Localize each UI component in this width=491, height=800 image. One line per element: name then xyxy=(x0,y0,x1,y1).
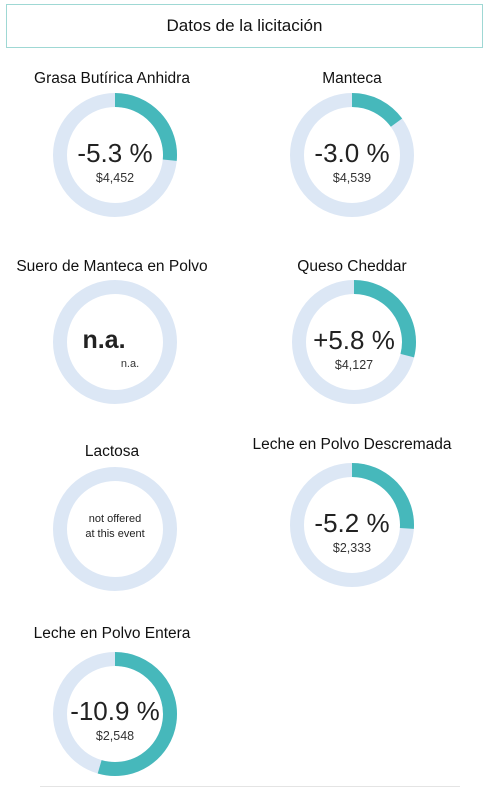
tile-label: Leche en Polvo Entera xyxy=(33,625,191,642)
donut-value-arc xyxy=(351,463,414,529)
donut-tile-manteca: Manteca -3.0 % $4,539 xyxy=(252,60,452,240)
section-header: Datos de la licitación xyxy=(6,4,483,48)
section-title: Datos de la licitación xyxy=(166,16,323,35)
donut-tile-leche-descremada: Leche en Polvo Descremada -5.2 % $2,333 xyxy=(252,430,452,610)
tile-label: Suero de Manteca en Polvo xyxy=(16,258,208,275)
tile-label: Lactosa xyxy=(84,443,140,460)
donut-value-arc xyxy=(97,652,177,776)
donut-chart xyxy=(292,280,416,404)
donut-tile-grasa-butirica: Grasa Butírica Anhidra -5.3 % $4,452 xyxy=(12,60,212,240)
donut-value-arc xyxy=(353,280,416,358)
tile-label: Queso Cheddar xyxy=(297,258,407,275)
donut-chart xyxy=(290,463,414,587)
donut-chart xyxy=(53,93,177,217)
donut-chart xyxy=(290,93,414,217)
footer-divider xyxy=(40,786,460,787)
donut-chart xyxy=(53,652,177,776)
donut-value-arc xyxy=(351,93,403,128)
donut-tile-queso-cheddar: Queso Cheddar +5.8 % $4,127 xyxy=(252,248,452,428)
donut-track xyxy=(53,467,177,591)
donut-value-arc xyxy=(114,93,177,161)
tile-label: Leche en Polvo Descremada xyxy=(252,436,452,453)
donut-tile-lactosa: Lactosa not offered at this event xyxy=(12,430,212,610)
donut-tile-leche-entera: Leche en Polvo Entera -10.9 % $2,548 xyxy=(12,614,212,794)
donut-track xyxy=(53,280,177,404)
tile-label: Grasa Butírica Anhidra xyxy=(34,70,190,87)
tile-label: Manteca xyxy=(322,70,382,87)
donut-tile-suero-manteca: Suero de Manteca en Polvo n.a. n.a. xyxy=(12,248,212,428)
donut-chart xyxy=(53,467,177,591)
donut-chart xyxy=(53,280,177,404)
